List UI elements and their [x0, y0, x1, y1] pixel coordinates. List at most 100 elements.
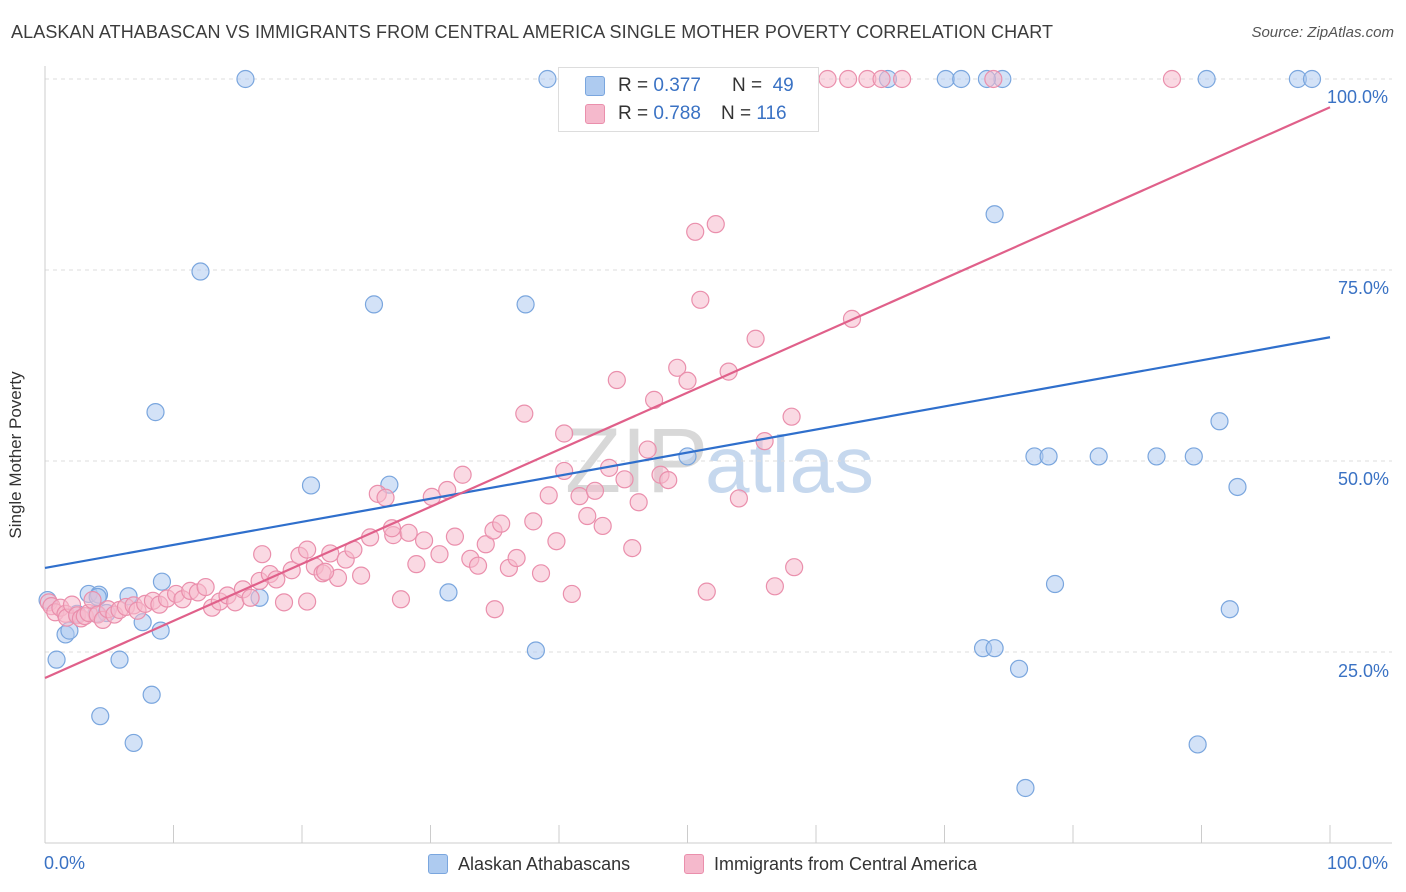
legend-r-label: R = [618, 75, 649, 96]
central-america-point [414, 531, 434, 550]
athabascan-point [439, 583, 458, 602]
central-america-point [755, 432, 774, 451]
legend-swatch-central-america [585, 104, 605, 124]
central-america-point [607, 370, 626, 390]
athabascan-point [47, 650, 66, 669]
athabascan-point [110, 650, 129, 669]
athabascan-point [1210, 412, 1229, 431]
athabascan-point [1009, 659, 1029, 678]
central-america-point [352, 566, 371, 585]
central-america-point [678, 371, 697, 390]
central-america-point [298, 540, 317, 559]
legend-r-label: R = [618, 103, 649, 124]
central-america-point [765, 577, 784, 596]
athabascan-point [142, 685, 161, 704]
legend-swatch-athabascan [585, 76, 605, 96]
central-america-point [298, 592, 317, 611]
central-america-point [697, 582, 716, 601]
central-america-point [782, 407, 801, 426]
central-america-point [691, 290, 710, 309]
central-america-point [555, 424, 574, 443]
y-tick-label-100: 100.0% [1327, 87, 1389, 107]
central-america-point [485, 600, 504, 619]
central-america-point [623, 538, 642, 558]
central-america-point [578, 506, 597, 526]
athabascan-point [1039, 447, 1058, 466]
athabascan-point [1197, 69, 1216, 89]
legend-row-central-america: R = 0.788 N = 116 [585, 101, 787, 127]
athabascan-point [301, 476, 321, 495]
central-america-point [818, 69, 837, 89]
central-america-point [668, 358, 687, 377]
central-america-point [686, 222, 705, 241]
central-america-point [274, 593, 294, 612]
legend-r-value: 0.377 [653, 75, 701, 96]
legend-n-label: N = [731, 75, 763, 96]
central-america-point [253, 545, 272, 564]
y-tick-label-75: 75.0% [1338, 278, 1390, 298]
athabascan-point [1016, 778, 1035, 798]
central-america-point [531, 564, 551, 583]
athabascan-point [985, 205, 1004, 224]
y-tick-label-25: 25.0% [1338, 661, 1390, 681]
athabascan-point [1228, 477, 1247, 497]
central-america-point [399, 523, 418, 542]
athabascan-point [526, 641, 545, 660]
athabascan-point [364, 295, 384, 314]
legend-n-label: N = [720, 103, 752, 124]
central-america-point [376, 488, 395, 507]
central-america-point [407, 555, 426, 574]
bottom-legend-swatch-central-america [684, 854, 704, 874]
central-america-point [872, 69, 891, 89]
central-america-point [241, 588, 260, 607]
athabascan-point [236, 69, 255, 89]
central-america-point [615, 470, 634, 489]
central-america-point [316, 562, 335, 581]
athabascan-point [1220, 600, 1239, 619]
bottom-legend-athabascan: Alaskan Athabascans [428, 851, 630, 877]
central-america-point [468, 556, 488, 575]
legend-n-value: 116 [756, 103, 787, 124]
bottom-legend-central-america: Immigrants from Central America [684, 851, 977, 877]
chart-title: ALASKAN ATHABASCAN VS IMMIGRANTS FROM CE… [11, 22, 1054, 42]
central-america-point [706, 215, 725, 234]
legend-row-athabascan: R = 0.377 N = 49 [585, 73, 794, 99]
athabascan-point [1188, 735, 1207, 754]
bottom-legend-swatch-athabascan [428, 854, 448, 874]
athabascan-point [91, 707, 110, 726]
athabascan-point [952, 69, 971, 89]
athabascan-point [191, 262, 210, 281]
athabascan-point [1045, 574, 1065, 594]
athabascan-point [146, 403, 165, 422]
central-america-point [430, 545, 449, 564]
legend-r-value: 0.788 [653, 103, 701, 124]
central-america-trend-line [44, 106, 1331, 679]
central-america-point [839, 69, 858, 89]
central-america-point [562, 584, 581, 604]
central-america-point [547, 532, 566, 551]
central-america-point [453, 465, 472, 484]
athabascan-point [516, 295, 535, 314]
athabascan-point [1147, 447, 1166, 466]
athabascan-trend-line [44, 336, 1331, 570]
athabascan-point [1089, 447, 1108, 466]
central-america-point [196, 577, 215, 597]
athabascan-point [152, 572, 172, 591]
central-america-point [539, 486, 558, 505]
y-axis-label: Single Mother Poverty [6, 371, 25, 539]
athabascan-point [936, 69, 955, 89]
central-america-point [524, 512, 543, 531]
athabascan-point [538, 69, 557, 89]
central-america-point [585, 481, 605, 500]
central-america-point [507, 548, 526, 568]
central-america-point [391, 590, 411, 609]
central-america-point [659, 471, 678, 490]
central-america-point [570, 487, 589, 506]
athabascan-point [1184, 447, 1203, 466]
source-label: Source: ZipAtlas.com [1251, 24, 1394, 41]
central-america-point [892, 69, 912, 89]
x-tick-label-min: 0.0% [44, 853, 86, 873]
athabascan-point [985, 639, 1004, 658]
x-tick-label-max: 100.0% [1327, 853, 1389, 873]
